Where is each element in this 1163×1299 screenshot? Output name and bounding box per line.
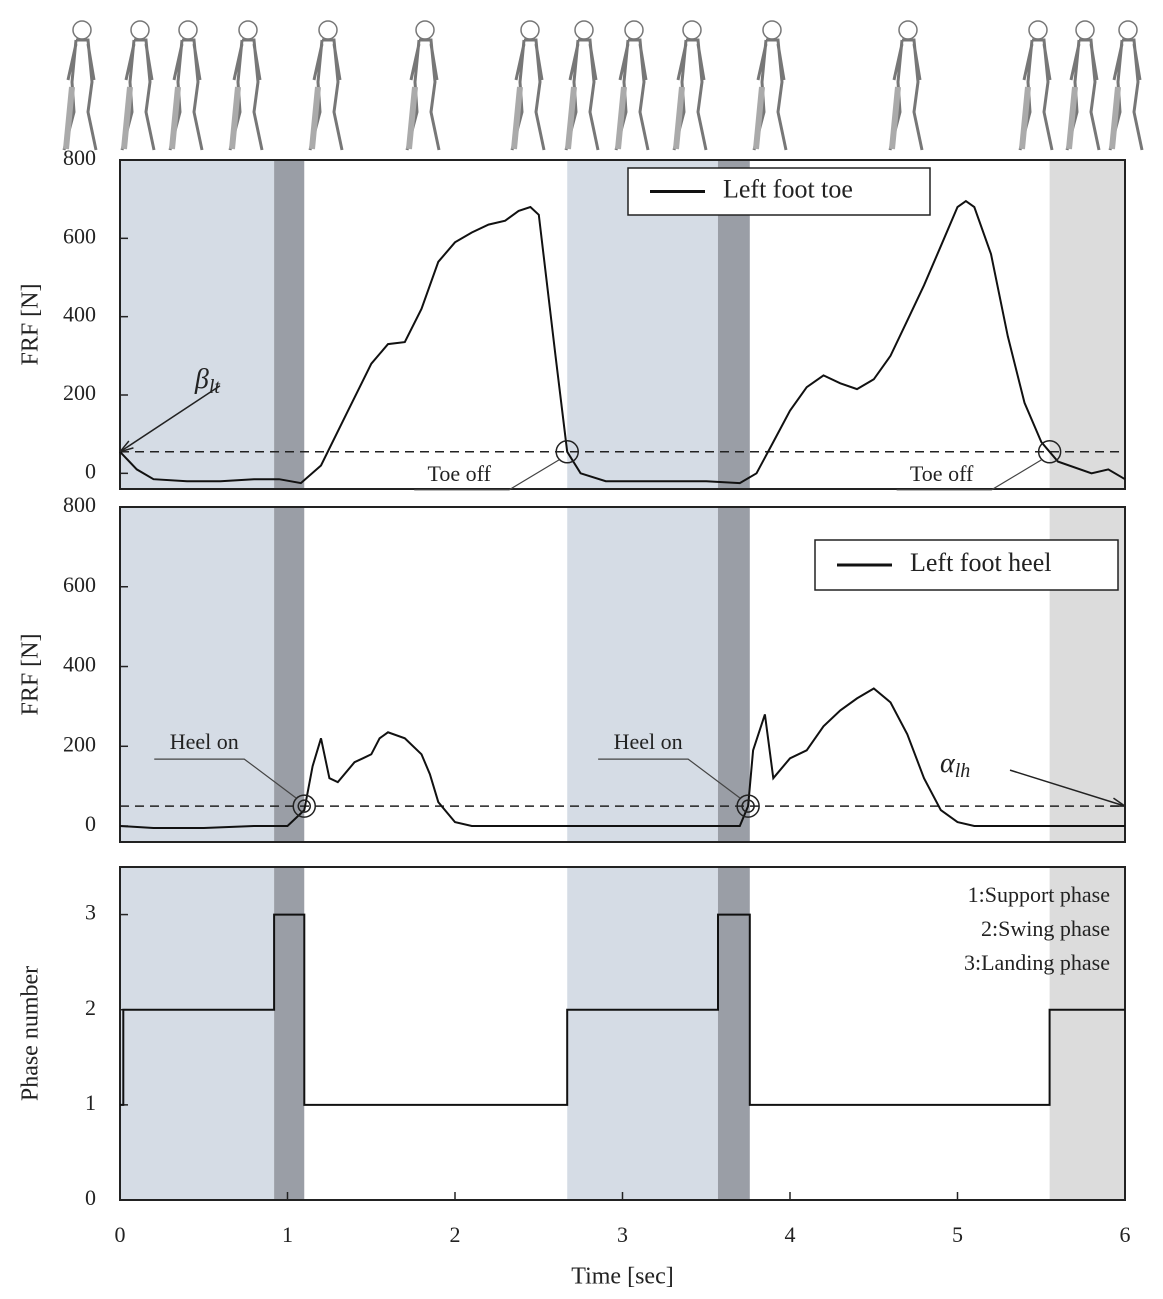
annotation-label: Toe off xyxy=(910,461,974,486)
phase-band xyxy=(1049,867,1125,1200)
leader-line xyxy=(414,459,560,491)
y-tick-label: 0 xyxy=(85,811,96,836)
y-tick-label: 0 xyxy=(85,458,96,483)
y-tick-label: 800 xyxy=(63,492,96,517)
annotation-symbol: α xyxy=(940,749,956,780)
event-marker xyxy=(1037,440,1062,464)
event-marker xyxy=(736,794,760,818)
y-tick-label: 2 xyxy=(85,995,96,1020)
phase-band xyxy=(567,507,718,842)
x-tick-label: 5 xyxy=(952,1222,963,1247)
leader-line xyxy=(896,459,1042,491)
annotation-label: Toe off xyxy=(428,461,492,486)
y-tick-label: 200 xyxy=(63,380,96,405)
data-line xyxy=(119,199,1126,485)
y-tick-label: 600 xyxy=(63,223,96,248)
y-axis-label: Phase number xyxy=(18,966,44,1101)
x-tick-label: 2 xyxy=(450,1222,461,1247)
phase-note: 1:Support phase xyxy=(968,882,1110,907)
phase-band xyxy=(120,867,275,1200)
y-tick-label: 200 xyxy=(63,731,96,756)
arrow-head xyxy=(119,440,134,453)
leader-line xyxy=(154,758,297,799)
phase-band xyxy=(120,160,275,489)
legend-label: Left foot toe xyxy=(723,174,853,203)
phase-band xyxy=(120,507,275,842)
y-axis-label: FRF [N] xyxy=(18,633,44,715)
annotation-arrow xyxy=(1009,769,1126,807)
annotation-label: Heel on xyxy=(170,729,239,754)
plot-frame xyxy=(119,506,1126,843)
phase-note: 2:Swing phase xyxy=(981,916,1110,941)
annotation-subscript: lt xyxy=(209,375,221,397)
legend-label: Left foot heel xyxy=(910,548,1052,577)
x-tick-label: 3 xyxy=(617,1222,628,1247)
y-tick-label: 400 xyxy=(63,302,96,327)
plot-frame xyxy=(119,159,1126,490)
y-tick-label: 0 xyxy=(85,1185,96,1210)
annotation-symbol: β xyxy=(194,364,209,395)
x-tick-label: 1 xyxy=(282,1222,293,1247)
x-axis-label: Time [sec] xyxy=(571,1264,673,1290)
phase-band xyxy=(274,507,305,842)
data-line xyxy=(120,913,1125,1106)
event-marker-inner xyxy=(741,799,755,813)
phase-band xyxy=(717,867,750,1200)
leader-line xyxy=(598,758,741,799)
phase-band xyxy=(1049,160,1125,489)
phase-note: 3:Landing phase xyxy=(964,950,1110,975)
phase-band xyxy=(274,867,305,1200)
annotation-arrow xyxy=(119,385,221,453)
y-tick-label: 1 xyxy=(85,1090,96,1115)
annotation-label: αlh xyxy=(940,749,970,782)
y-tick-label: 400 xyxy=(63,652,96,677)
data-line xyxy=(119,687,1125,829)
x-tick-label: 4 xyxy=(785,1222,796,1247)
event-marker xyxy=(292,794,316,818)
phase-band xyxy=(567,867,718,1200)
x-tick-label: 6 xyxy=(1120,1222,1131,1247)
event-marker xyxy=(555,440,579,464)
annotation-label: βlt xyxy=(194,364,221,397)
annotation-subscript: lh xyxy=(955,760,971,782)
x-tick-label: 0 xyxy=(115,1222,126,1247)
phase-band xyxy=(274,160,305,489)
y-axis-label: FRF [N] xyxy=(18,283,44,365)
arrow-head xyxy=(1110,797,1126,807)
event-marker-inner xyxy=(297,799,311,813)
walking-figures xyxy=(64,21,1142,150)
y-tick-label: 800 xyxy=(63,145,96,170)
annotation-label: Heel on xyxy=(614,729,683,754)
y-tick-label: 600 xyxy=(63,572,96,597)
phase-band xyxy=(717,507,750,842)
y-tick-label: 3 xyxy=(85,900,96,925)
